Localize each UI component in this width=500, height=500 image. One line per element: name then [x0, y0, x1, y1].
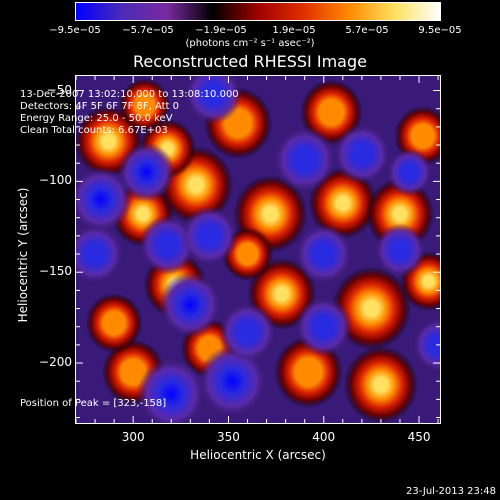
- negative-flux-blob: [218, 302, 277, 363]
- y-tick-label: −200: [39, 355, 72, 370]
- negative-flux-blob: [333, 124, 391, 185]
- y-tick-label: −100: [39, 173, 72, 188]
- positive-flux-blob: [118, 78, 171, 133]
- x-axis-label: Heliocentric X (arcsec): [190, 448, 326, 462]
- info-total-counts: Clean Total counts: 6.67E+03: [20, 125, 168, 136]
- y-axis-label: Heliocentric Y (arcsec): [16, 187, 30, 323]
- negative-flux-blob: [273, 126, 337, 193]
- negative-flux-blob: [184, 76, 242, 125]
- negative-flux-blob: [198, 345, 267, 418]
- timestamp: 23-Jul-2013 23:48: [405, 486, 496, 497]
- peak-position-label: Position of Peak = [323,-158]: [20, 398, 167, 409]
- colorbar-tick-label: 1.9e−05: [272, 25, 316, 36]
- x-tick-label: 450: [407, 430, 431, 444]
- colorbar-tick-label: 9.5e−05: [418, 25, 462, 36]
- negative-flux-blob: [117, 142, 176, 203]
- positive-flux-blob: [308, 167, 378, 240]
- colorbar-tick-label: −5.7e−05: [122, 25, 174, 36]
- positive-flux-blob: [343, 345, 419, 423]
- colorbar-tick-label: 5.7e−05: [345, 25, 389, 36]
- colorbar-tick-label: −9.5e−05: [49, 25, 101, 36]
- info-energy-range: Energy Range: 25.0 - 50.0 keV: [20, 113, 173, 124]
- negative-flux-blob: [76, 224, 124, 284]
- x-tick-label: 300: [121, 430, 145, 444]
- negative-flux-blob: [374, 223, 426, 278]
- negative-flux-blob: [137, 357, 206, 423]
- colorbar-tick-label: −1.9e−05: [195, 25, 247, 36]
- colorbar-units: (photons cm⁻² s⁻¹ asec⁻²): [185, 38, 315, 49]
- negative-flux-blob: [295, 224, 353, 284]
- negative-flux-blob: [180, 205, 238, 266]
- negative-flux-blob: [386, 148, 433, 197]
- x-tick-label: 350: [217, 430, 240, 444]
- negative-flux-blob: [295, 296, 353, 357]
- chart-title: Reconstructed RHESSI Image: [133, 52, 367, 71]
- y-tick-label: −50: [46, 82, 72, 97]
- negative-flux-blob: [158, 271, 222, 338]
- info-detectors: Detectors: 4F 5F 6F 7F 8F, Att 0: [20, 101, 180, 112]
- y-tick-label: −150: [39, 264, 72, 279]
- positive-flux-blob: [85, 293, 143, 354]
- x-tick-label: 400: [312, 430, 336, 444]
- negative-flux-blob: [76, 166, 133, 233]
- info-time-range: 13-Dec-2007 13:02:10.000 to 13:08:10.000: [20, 89, 239, 100]
- heatmap-image: [76, 76, 440, 423]
- plot-area: [75, 75, 441, 424]
- negative-flux-blob: [412, 317, 440, 372]
- colorbar: [75, 2, 441, 21]
